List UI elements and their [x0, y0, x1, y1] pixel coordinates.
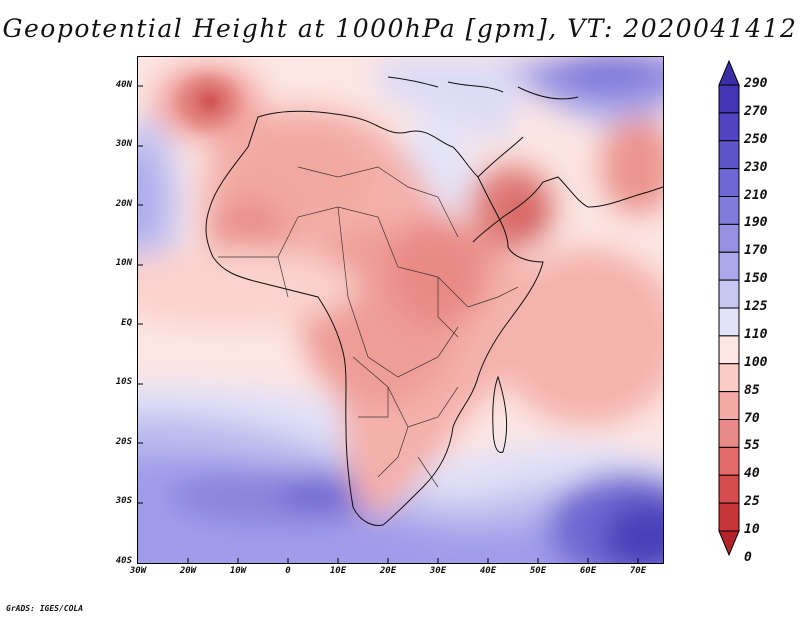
colorbar-box	[718, 335, 740, 365]
colorbar-label: 40	[744, 466, 760, 482]
lat-label: 40N	[115, 80, 132, 90]
colorbar-label: 85	[744, 382, 760, 398]
colorbar-label: 25	[744, 494, 760, 510]
lat-label: 30S	[115, 496, 132, 506]
lat-label: 30N	[115, 139, 132, 149]
map-plot-area	[137, 56, 664, 564]
lon-label: 30W	[129, 566, 147, 576]
lon-label: 10W	[229, 566, 247, 576]
colorbar-box	[718, 307, 740, 337]
colorbar-box	[718, 196, 740, 225]
lon-label: 70E	[629, 566, 647, 576]
lon-label: 20E	[379, 566, 397, 576]
colorbar-label: 290	[744, 76, 768, 91]
colorbar-bottom-arrow	[718, 530, 740, 557]
colorbar-box	[718, 251, 740, 281]
colorbar-label: 55	[744, 438, 760, 454]
colorbar-top-arrow	[718, 59, 740, 86]
lon-label: 20W	[179, 566, 197, 576]
colorbar-box	[718, 419, 740, 448]
colorbar-box	[718, 140, 740, 170]
colorbar-label: 10	[744, 522, 760, 537]
colorbar-label: 110	[744, 326, 768, 342]
height-field	[138, 57, 663, 563]
lat-label: 10N	[115, 258, 132, 268]
colorbar-box	[718, 502, 740, 532]
colorbar-label: 70	[744, 410, 760, 426]
colorbar-box	[718, 391, 740, 420]
lon-label: 60E	[579, 566, 597, 576]
colorbar	[718, 59, 740, 557]
chart-title: Geopotential Height at 1000hPa [gpm], VT…	[2, 14, 798, 43]
colorbar-box	[718, 168, 740, 197]
map-canvas	[138, 57, 663, 563]
colorbar-box	[718, 223, 740, 253]
coastlines	[205, 76, 663, 526]
colorbar-label: 125	[744, 299, 768, 314]
lat-label: 20N	[115, 199, 132, 209]
colorbar-label: 0	[744, 549, 752, 565]
lon-label: 30E	[429, 566, 447, 576]
lon-label: 10E	[329, 566, 347, 576]
colorbar-label: 100	[744, 354, 768, 370]
colorbar-box	[718, 279, 740, 309]
colorbar-label: 170	[744, 243, 768, 259]
lon-label: 40E	[479, 566, 497, 576]
colorbar-label: 150	[744, 271, 768, 287]
colorbar-box	[718, 446, 740, 476]
azores-high-core	[178, 76, 238, 128]
lat-label: 40S	[115, 556, 132, 566]
colorbar-box	[718, 474, 740, 504]
axis-ticks	[138, 85, 639, 563]
colorbar-label: 270	[744, 103, 768, 119]
lon-label: 0	[285, 566, 291, 576]
colorbar-box	[718, 112, 740, 142]
colorbar-label: 230	[744, 159, 768, 175]
country-borders	[218, 166, 519, 488]
colorbar-box	[718, 84, 740, 114]
colorbar-box	[718, 363, 740, 393]
lat-label: 10S	[115, 377, 132, 387]
lat-label: 20S	[115, 437, 132, 447]
lon-label: 50E	[529, 566, 547, 576]
colorbar-label: 190	[744, 215, 768, 231]
colorbar-label: 210	[744, 187, 768, 203]
lat-label: EQ	[121, 318, 132, 328]
colorbar-label: 250	[744, 131, 768, 147]
grads-credit: GrADS: IGES/COLA	[6, 604, 84, 613]
